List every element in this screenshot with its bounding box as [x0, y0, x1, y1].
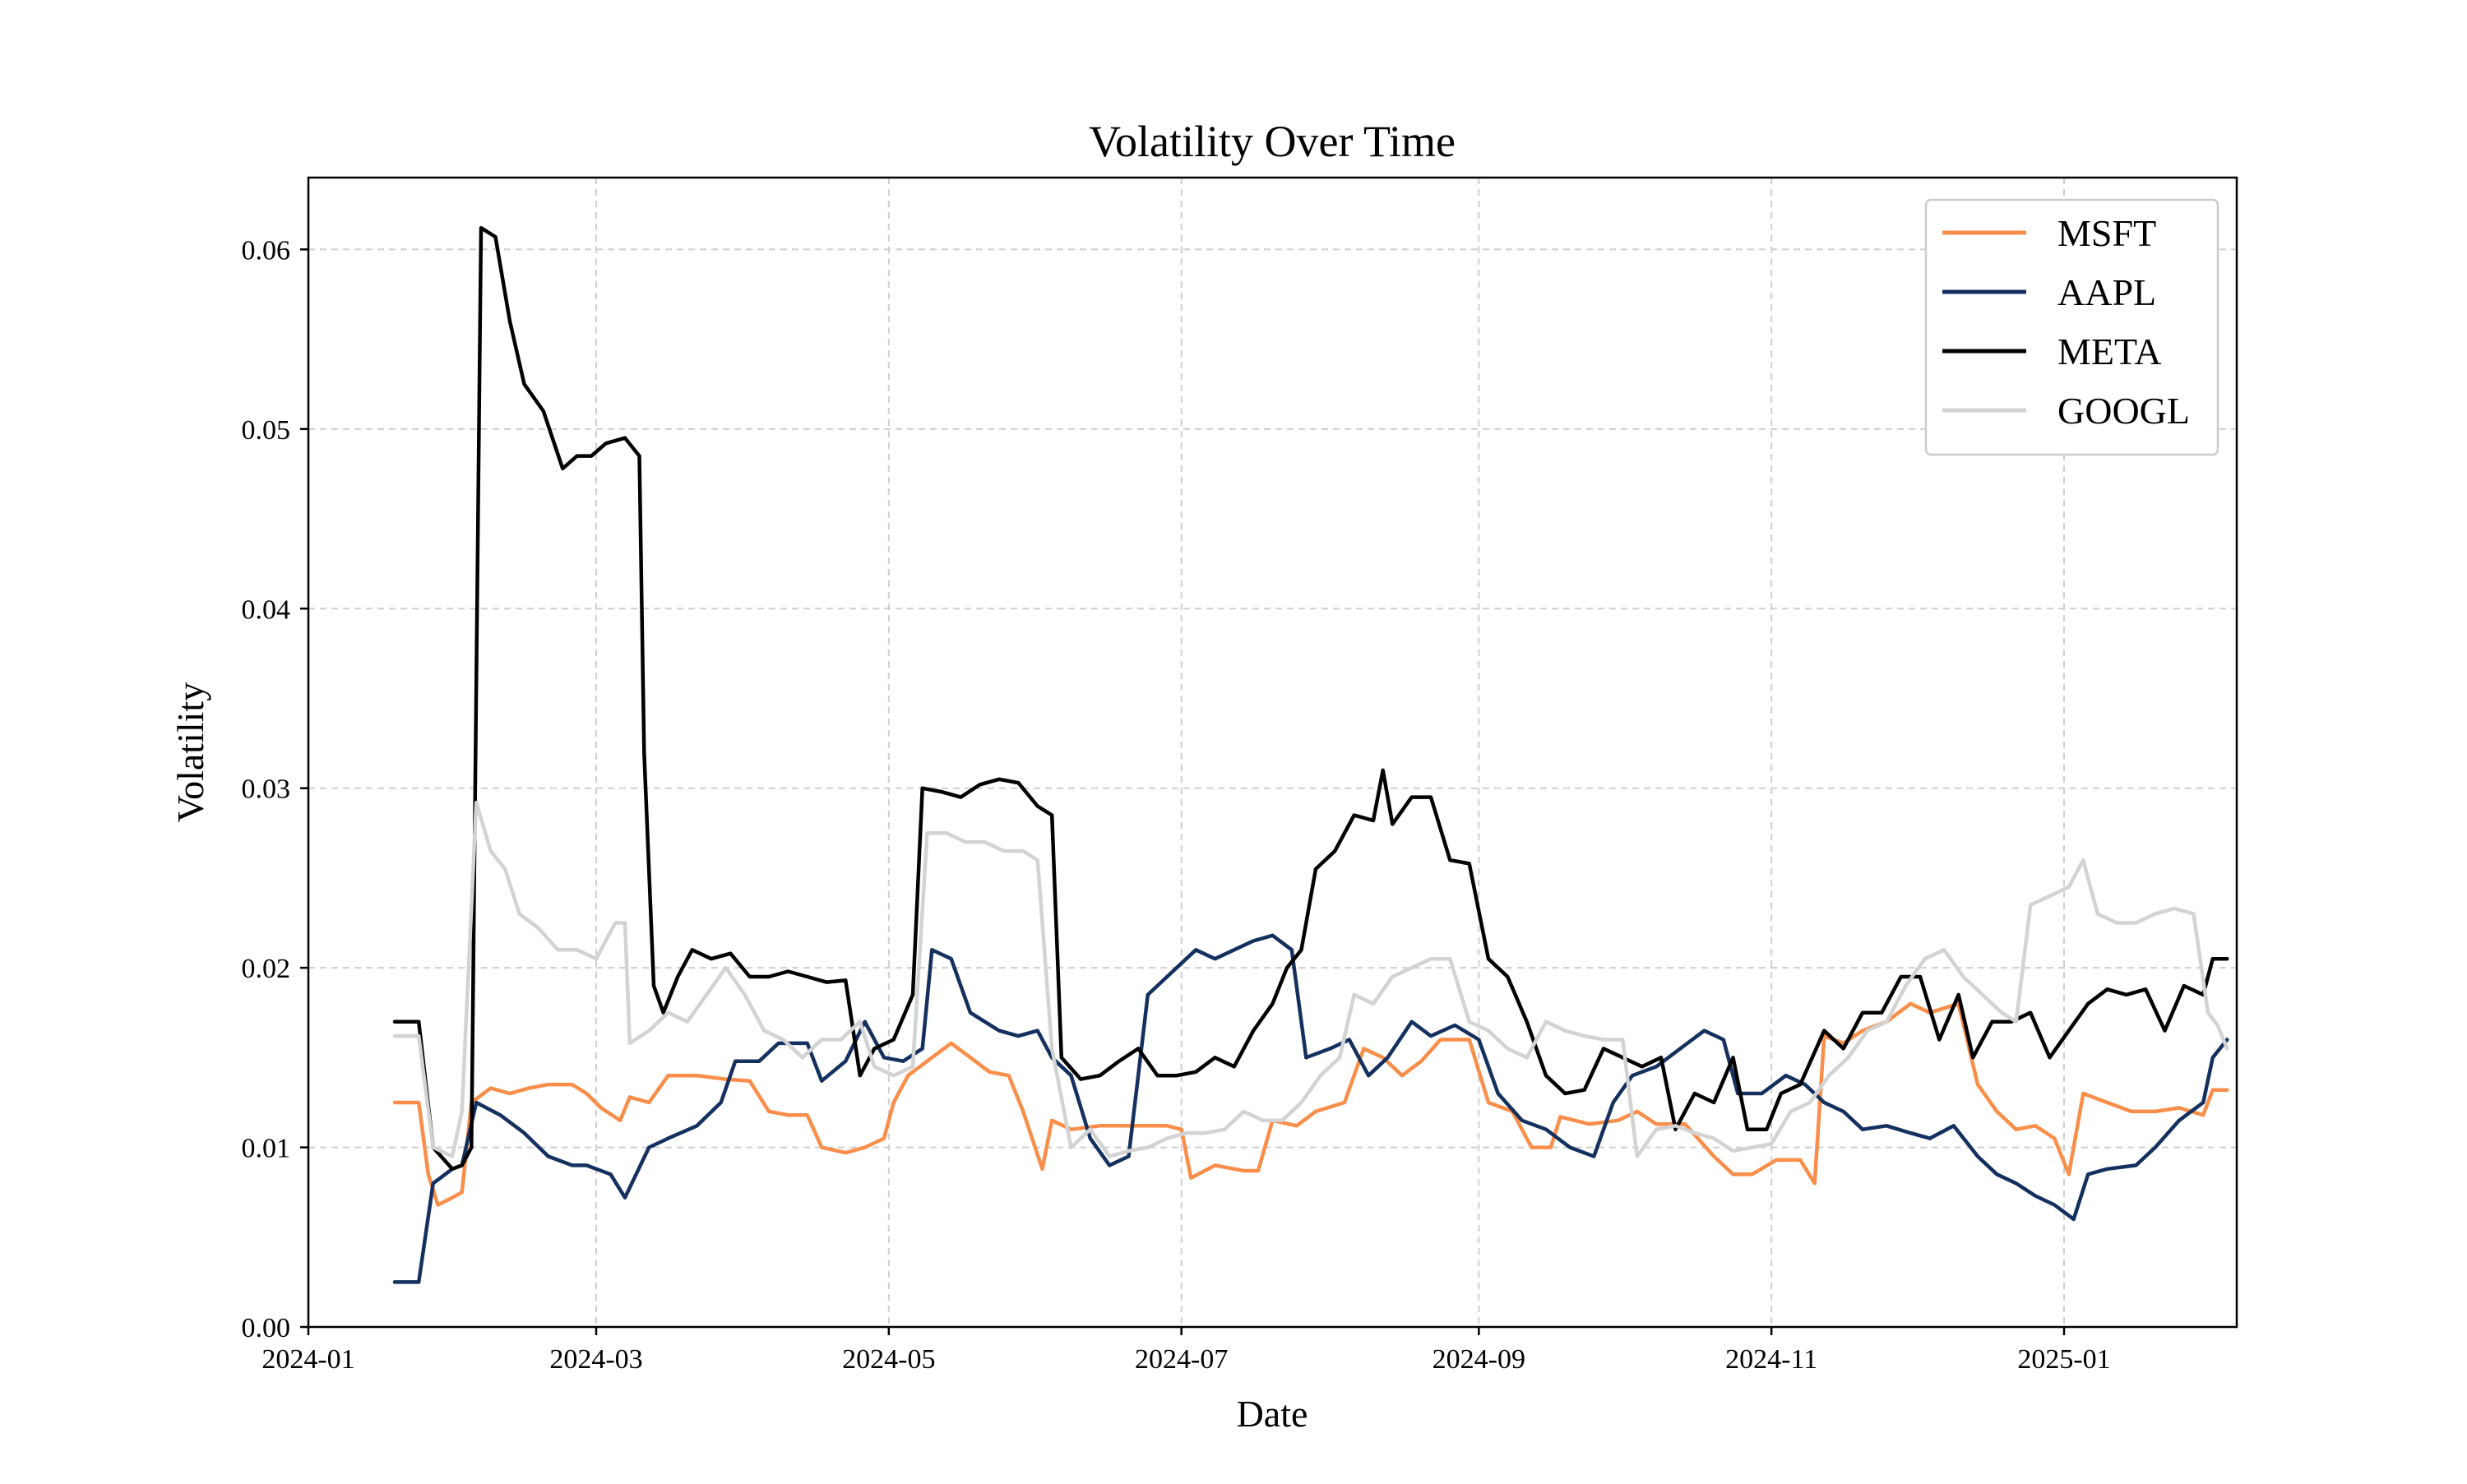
y-tick-label: 0.06: [242, 235, 291, 266]
axis-ticks: 2024-01 2024-03 2024-05 2024-07 2024-09 2024-…: [242, 235, 2111, 1375]
x-tick-label: 2024-05: [842, 1344, 935, 1375]
series-lines: [392, 225, 2229, 1284]
x-tick-label: 2024-01: [262, 1344, 354, 1375]
series-line-meta: [392, 225, 2229, 1172]
y-axis-label: Volatility: [169, 682, 211, 822]
legend-label-meta: META: [2057, 331, 2162, 372]
y-tick-label: 0.04: [242, 594, 291, 625]
legend-label-googl: GOOGL: [2057, 390, 2190, 432]
x-tick-label: 2024-11: [1725, 1344, 1817, 1375]
legend-box: [1924, 198, 2219, 456]
x-tick-label: 2025-01: [2017, 1344, 2110, 1375]
y-tick-label: 0.05: [242, 415, 291, 446]
y-tick-label: 0.01: [242, 1134, 291, 1164]
legend-label-msft: MSFT: [2057, 212, 2156, 254]
legend: MSFT AAPL META GOOGL: [1924, 198, 2219, 456]
series-line-aapl: [392, 933, 2229, 1284]
x-tick-label: 2024-09: [1433, 1344, 1525, 1375]
x-tick-label: 2024-07: [1135, 1344, 1228, 1375]
series-line-googl: [392, 800, 2229, 1158]
legend-label-aapl: AAPL: [2057, 271, 2156, 313]
y-tick-label: 0.00: [242, 1313, 291, 1343]
x-axis-label: Date: [1237, 1393, 1308, 1435]
y-tick-label: 0.03: [242, 774, 291, 805]
y-tick-label: 0.02: [242, 954, 291, 984]
plot-frame: [307, 176, 2238, 1329]
x-tick-label: 2024-03: [549, 1344, 642, 1375]
series-line-msft: [392, 1001, 2229, 1207]
chart-title: Volatility Over Time: [1089, 117, 1456, 166]
